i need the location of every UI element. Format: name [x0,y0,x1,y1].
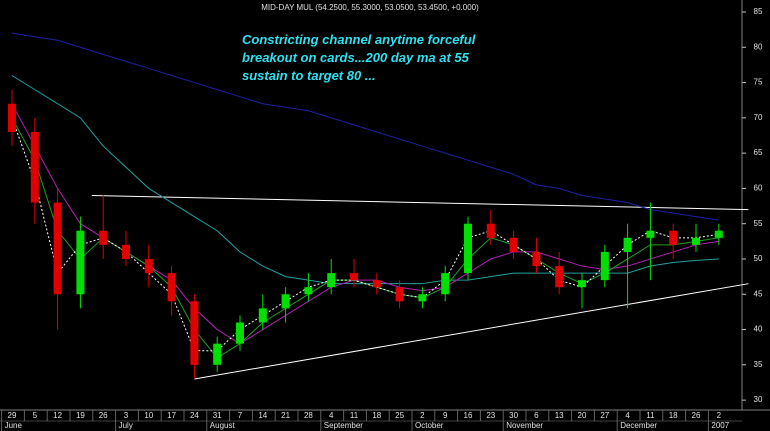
candle-body [509,237,518,252]
x-tick-label: 21 [281,411,290,420]
month-label: August [210,421,236,430]
x-tick-label: 9 [443,411,448,420]
candle-body [144,258,153,274]
chart-title: MID-DAY MUL (54.2500, 55.3000, 53.0500, … [261,3,479,12]
month-label: September [324,421,363,430]
candle-body [623,237,632,252]
candle-body [190,301,199,365]
y-tick-label: 70 [754,113,763,122]
candle-body [304,287,313,295]
candle-body [372,280,381,288]
y-tick-label: 60 [754,184,763,193]
x-tick-label: 23 [486,411,495,420]
candle-body [395,287,404,302]
x-tick-label: 20 [578,411,587,420]
annotation: Constricting channel anytime forceful [242,32,476,47]
candle-body [555,266,564,288]
x-tick-label: 2 [717,411,722,420]
candle-body [258,308,267,323]
candle-body [464,223,472,274]
candle-body [167,273,176,302]
x-tick-label: 30 [509,411,518,420]
x-tick-label: 19 [76,411,85,420]
y-tick-label: 30 [754,395,763,404]
candle-body [327,273,336,288]
x-tick-label: 11 [646,411,655,420]
moving-average [11,32,719,221]
candle-body [714,230,723,238]
y-tick-label: 55 [754,219,763,228]
x-tick-label: 18 [669,411,678,420]
month-label: June [5,421,23,430]
candle-body [30,131,39,203]
y-tick-label: 80 [754,42,763,51]
x-tick-label: 16 [464,411,473,420]
trendline [194,283,749,380]
x-tick-label: 2 [420,411,425,420]
x-tick-label: 25 [395,411,404,420]
x-tick-label: 10 [144,411,153,420]
y-tick-label: 45 [754,289,763,298]
candle-body [8,103,16,132]
x-tick-label: 6 [534,411,539,420]
x-tick-label: 26 [692,411,701,420]
month-label: July [119,421,133,430]
y-tick-label: 65 [754,148,763,157]
candle-body [600,251,609,281]
x-tick-label: 24 [190,411,199,420]
x-tick-label: 4 [625,411,630,420]
y-tick-label: 40 [754,325,763,334]
candle-body [99,230,108,245]
x-tick-label: 31 [213,411,222,420]
candle-body [486,223,495,238]
y-tick-label: 85 [754,7,763,16]
candle-body [350,273,358,281]
candle-body [578,280,586,288]
month-label: October [415,421,444,430]
x-tick-label: 28 [304,411,313,420]
x-tick-label: 7 [238,411,243,420]
candle-body [532,251,541,267]
candle-body [236,322,244,344]
trendline [91,194,749,211]
month-label: November [506,421,543,430]
x-tick-label: 4 [329,411,334,420]
y-tick-label: 75 [754,78,763,87]
candle-body [76,230,85,295]
month-label: 2007 [711,421,729,430]
x-tick-label: 17 [167,411,176,420]
candle-body [53,202,62,295]
x-tick-label: 14 [258,411,267,420]
annotation: sustain to target 80 ... [242,68,376,83]
candle-body [122,244,130,259]
annotation: breakout on cards...200 day ma at 55 [242,50,470,65]
x-tick-label: 29 [8,411,17,420]
candle-body [281,294,290,309]
candle-body [418,294,427,302]
candle-body [646,230,655,238]
x-tick-label: 13 [555,411,564,420]
candle-body [213,343,222,365]
x-tick-label: 27 [600,411,609,420]
candle-body [669,230,678,245]
x-tick-label: 12 [53,411,62,420]
x-tick-label: 26 [99,411,108,420]
month-label: December [620,421,657,430]
x-tick-label: 5 [33,411,38,420]
candle-body [692,237,700,245]
x-tick-label: 18 [372,411,381,420]
moving-average [11,117,719,352]
y-tick-label: 35 [754,360,763,369]
x-tick-label: 3 [124,411,129,420]
x-tick-label: 11 [350,411,359,420]
y-tick-label: 50 [754,254,763,263]
candle-body [441,273,450,295]
